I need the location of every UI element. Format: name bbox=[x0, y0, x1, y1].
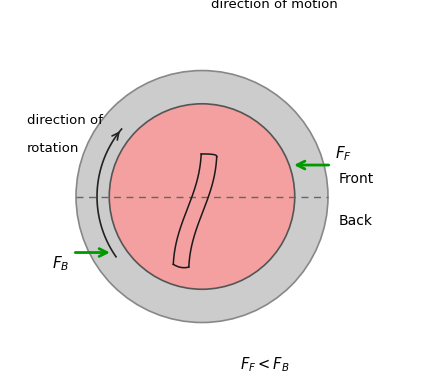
Circle shape bbox=[109, 104, 294, 289]
Text: Back: Back bbox=[338, 214, 371, 228]
Text: $F_B$: $F_B$ bbox=[52, 254, 69, 273]
Text: direction of: direction of bbox=[27, 114, 102, 126]
Text: rotation: rotation bbox=[27, 142, 79, 154]
Text: direction of motion: direction of motion bbox=[210, 0, 337, 11]
Text: $F_F < F_B$: $F_F < F_B$ bbox=[240, 355, 289, 374]
Text: $F_F$: $F_F$ bbox=[334, 145, 351, 163]
Circle shape bbox=[76, 70, 327, 322]
Text: Front: Front bbox=[338, 172, 373, 186]
